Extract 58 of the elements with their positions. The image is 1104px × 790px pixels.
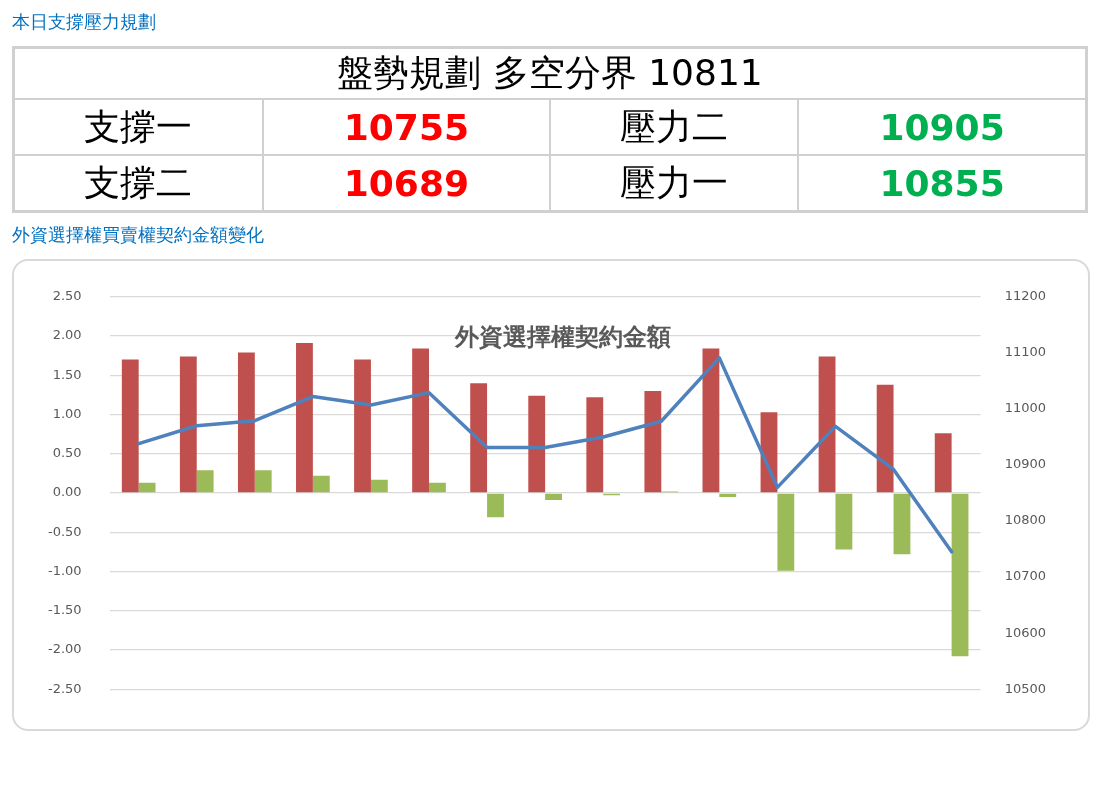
bar — [354, 359, 371, 493]
bar — [702, 348, 720, 493]
y2-tick-label: 11000 — [1004, 400, 1046, 416]
bar — [196, 470, 214, 493]
y2-tick-label: 11100 — [1004, 344, 1046, 360]
bar — [237, 352, 255, 493]
text: 本日支撐壓力規劃 — [12, 10, 157, 34]
bar — [412, 348, 430, 493]
bar — [487, 493, 504, 518]
bar — [644, 390, 662, 493]
bar — [586, 397, 604, 493]
y-tick-label: -0.50 — [48, 523, 82, 539]
y-tick-label: 0.50 — [52, 445, 82, 461]
text: 支撐二 — [13, 155, 263, 212]
bar — [528, 395, 546, 493]
text: 壓力二 — [549, 99, 799, 155]
text: 10855 — [798, 155, 1087, 212]
bar — [951, 493, 969, 657]
bar — [296, 343, 313, 493]
bar — [876, 384, 894, 493]
text: 外資選擇權契約金額 — [453, 323, 671, 352]
y-tick-label: -2.00 — [48, 641, 82, 657]
bar — [777, 493, 795, 571]
y-tick-label: -2.50 — [48, 680, 82, 696]
bar — [429, 482, 446, 493]
bar — [934, 433, 952, 493]
text: 支撐一 — [13, 99, 263, 155]
bar — [818, 356, 836, 493]
y-tick-label: 0.00 — [52, 484, 82, 500]
y-tick-label: 1.00 — [52, 405, 82, 421]
y2-tick-label: 10700 — [1004, 568, 1046, 584]
y-tick-label: -1.50 — [48, 602, 82, 618]
bar — [138, 482, 156, 493]
bar — [370, 479, 388, 493]
text: 盤勢規劃 多空分界 10811 — [13, 47, 1087, 99]
y2-tick-label: 10600 — [1004, 624, 1046, 640]
y2-tick-label: 11200 — [1004, 288, 1046, 304]
chart-title: 外資選擇權買賣權契約金額變化 — [12, 223, 265, 247]
text: 10689 — [262, 155, 550, 212]
bar — [179, 356, 197, 493]
bar — [893, 493, 911, 555]
bar — [545, 493, 562, 501]
text: 10905 — [798, 99, 1087, 155]
text: 壓力一 — [549, 155, 799, 212]
y-tick-label: 2.00 — [52, 327, 82, 343]
y-tick-label: 1.50 — [52, 366, 82, 382]
bar — [835, 493, 853, 550]
bar — [312, 475, 330, 493]
y-tick-label: 2.50 — [52, 288, 82, 304]
bar — [121, 359, 139, 493]
y2-tick-label: 10500 — [1004, 680, 1046, 696]
y-tick-label: -1.00 — [48, 562, 82, 578]
bar — [719, 493, 737, 497]
y2-tick-label: 10900 — [1004, 456, 1046, 472]
bar — [254, 470, 272, 493]
bar — [470, 383, 488, 493]
y2-tick-label: 10800 — [1004, 512, 1046, 528]
text: 10755 — [262, 99, 550, 155]
